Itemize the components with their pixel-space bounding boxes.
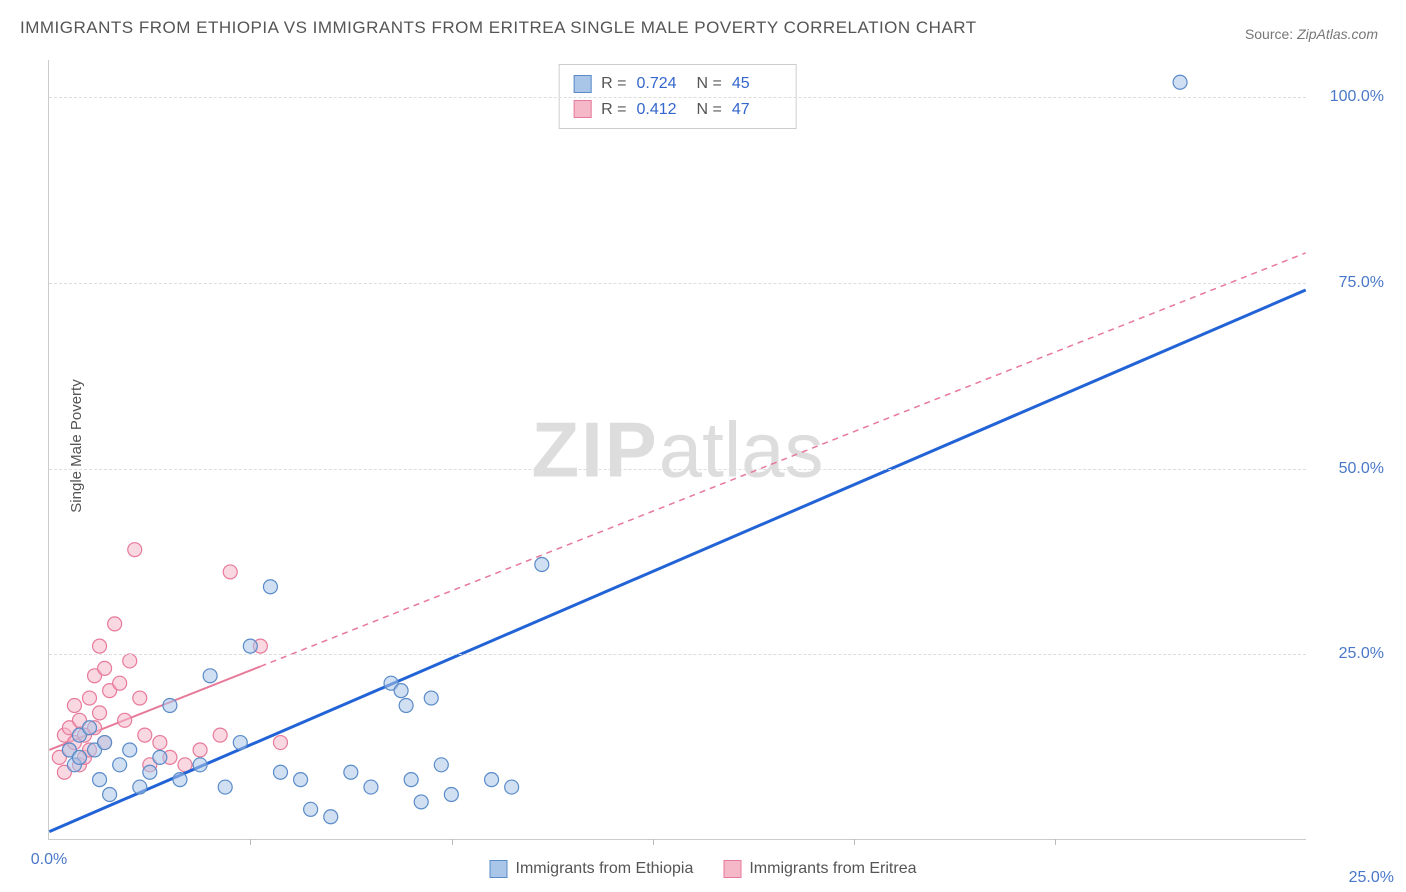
data-point [153,736,167,750]
data-point [304,802,318,816]
y-tick-label: 25.0% [1314,645,1384,663]
chart-plot-area: ZIPatlas R =0.724N =45R =0.412N =47 25.0… [48,60,1306,840]
data-point [1173,75,1187,89]
data-point [113,676,127,690]
data-point [173,773,187,787]
scatter-svg [49,60,1306,839]
data-point [108,617,122,631]
legend-swatch [490,860,508,878]
data-point [414,795,428,809]
gridline-h [49,97,1306,98]
y-tick-label: 75.0% [1314,274,1384,292]
data-point [143,765,157,779]
trendline-dashed [260,253,1305,667]
legend-item: Immigrants from Eritrea [723,860,916,878]
gridline-h [49,654,1306,655]
data-point [193,743,207,757]
legend-swatch [723,860,741,878]
source-attribution: Source: ZipAtlas.com [1245,26,1378,42]
data-point [485,773,499,787]
x-minor-tick [452,839,453,845]
legend-item: Immigrants from Ethiopia [490,860,694,878]
gridline-h [49,283,1306,284]
data-point [93,639,107,653]
data-point [153,750,167,764]
trendline [49,290,1305,832]
data-point [233,736,247,750]
data-point [67,698,81,712]
data-point [123,654,137,668]
chart-title: IMMIGRANTS FROM ETHIOPIA VS IMMIGRANTS F… [20,18,977,38]
x-tick-origin: 0.0% [31,851,67,869]
data-point [123,743,137,757]
data-point [138,728,152,742]
data-point [118,713,132,727]
data-point [404,773,418,787]
data-point [535,558,549,572]
x-minor-tick [250,839,251,845]
source-label: Source: [1245,26,1293,42]
y-tick-label: 100.0% [1314,88,1384,106]
data-point [93,773,107,787]
data-point [128,543,142,557]
gridline-h [49,469,1306,470]
data-point [424,691,438,705]
data-point [133,780,147,794]
data-point [218,780,232,794]
data-point [213,728,227,742]
data-point [72,750,86,764]
data-point [324,810,338,824]
data-point [444,787,458,801]
data-point [113,758,127,772]
data-point [83,721,97,735]
data-point [294,773,308,787]
legend: Immigrants from Ethiopia Immigrants from … [490,860,917,878]
data-point [103,787,117,801]
data-point [163,698,177,712]
data-point [223,565,237,579]
data-point [193,758,207,772]
y-tick-label: 50.0% [1314,460,1384,478]
x-tick-end: 25.0% [1349,869,1394,887]
data-point [364,780,378,794]
data-point [344,765,358,779]
x-minor-tick [1055,839,1056,845]
legend-label: Immigrants from Eritrea [749,860,916,878]
data-point [203,669,217,683]
data-point [273,736,287,750]
data-point [133,691,147,705]
data-point [434,758,448,772]
data-point [273,765,287,779]
data-point [98,661,112,675]
data-point [98,736,112,750]
data-point [263,580,277,594]
data-point [83,691,97,705]
source-value: ZipAtlas.com [1297,26,1378,42]
data-point [394,684,408,698]
x-minor-tick [854,839,855,845]
data-point [243,639,257,653]
legend-label: Immigrants from Ethiopia [516,860,694,878]
data-point [93,706,107,720]
data-point [505,780,519,794]
data-point [399,698,413,712]
x-minor-tick [653,839,654,845]
